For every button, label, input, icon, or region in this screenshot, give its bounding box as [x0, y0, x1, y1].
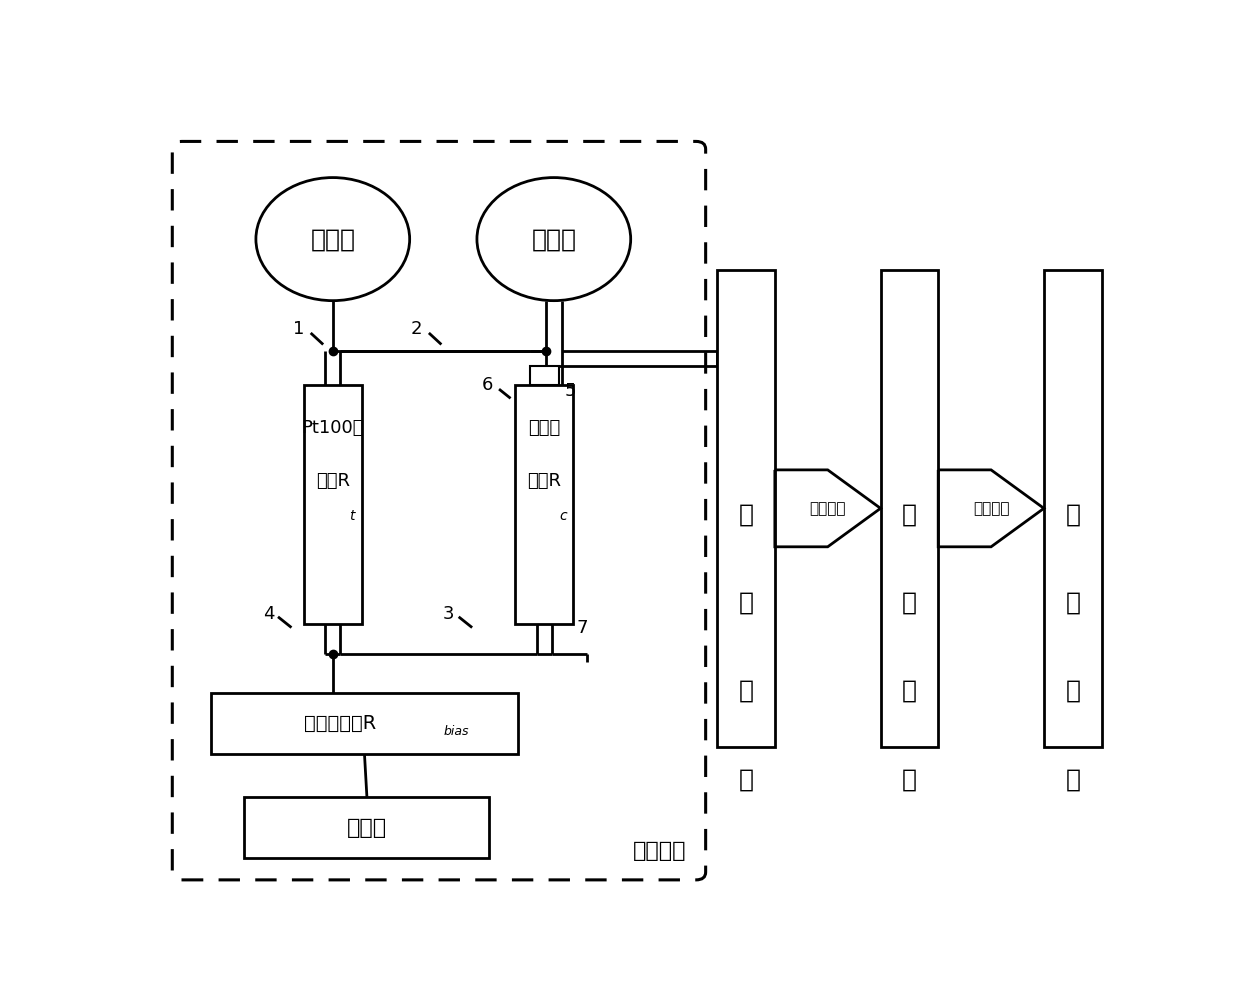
Text: 温度数据: 温度数据	[973, 500, 1009, 515]
Bar	[211, 693, 518, 754]
Text: 精密电: 精密电	[528, 419, 560, 437]
Text: Pt100电: Pt100电	[301, 419, 365, 437]
Circle shape	[255, 178, 409, 301]
Text: 换: 换	[901, 590, 916, 614]
Text: 模: 模	[739, 679, 754, 703]
Text: 恒流源: 恒流源	[531, 227, 577, 251]
Bar	[516, 386, 573, 623]
Text: 6: 6	[482, 377, 494, 395]
Text: bias: bias	[444, 725, 469, 738]
Bar	[529, 366, 558, 386]
Text: 恒流源: 恒流源	[310, 227, 356, 251]
Text: t: t	[350, 509, 355, 523]
Text: 5: 5	[564, 382, 575, 400]
Text: 块: 块	[901, 767, 916, 791]
Text: 模: 模	[901, 679, 916, 703]
Text: 阻器R: 阻器R	[527, 473, 562, 491]
Text: 3: 3	[443, 604, 454, 622]
Text: 块: 块	[1065, 767, 1080, 791]
Text: 2: 2	[410, 320, 422, 338]
Text: 模: 模	[1065, 679, 1080, 703]
Text: 7: 7	[577, 618, 589, 636]
Text: 测量模块: 测量模块	[632, 840, 687, 861]
Bar	[244, 797, 490, 858]
Text: 4: 4	[263, 604, 274, 622]
Bar	[1044, 270, 1101, 747]
Bar	[304, 386, 362, 623]
Text: 块: 块	[739, 767, 754, 791]
Text: 1: 1	[294, 320, 305, 338]
Text: 显: 显	[1065, 502, 1080, 526]
Text: 示: 示	[1065, 590, 1080, 614]
Circle shape	[477, 178, 631, 301]
Bar	[880, 270, 939, 747]
Bar	[717, 270, 775, 747]
Text: 取: 取	[739, 590, 754, 614]
Text: 转: 转	[901, 502, 916, 526]
Text: 阻器R: 阻器R	[316, 473, 350, 491]
Text: 参考地: 参考地	[347, 817, 387, 837]
Text: 偏置电阻器R: 偏置电阻器R	[304, 714, 377, 733]
Text: c: c	[559, 509, 567, 523]
Text: 读: 读	[739, 502, 754, 526]
Text: 电压数据: 电压数据	[810, 500, 846, 515]
